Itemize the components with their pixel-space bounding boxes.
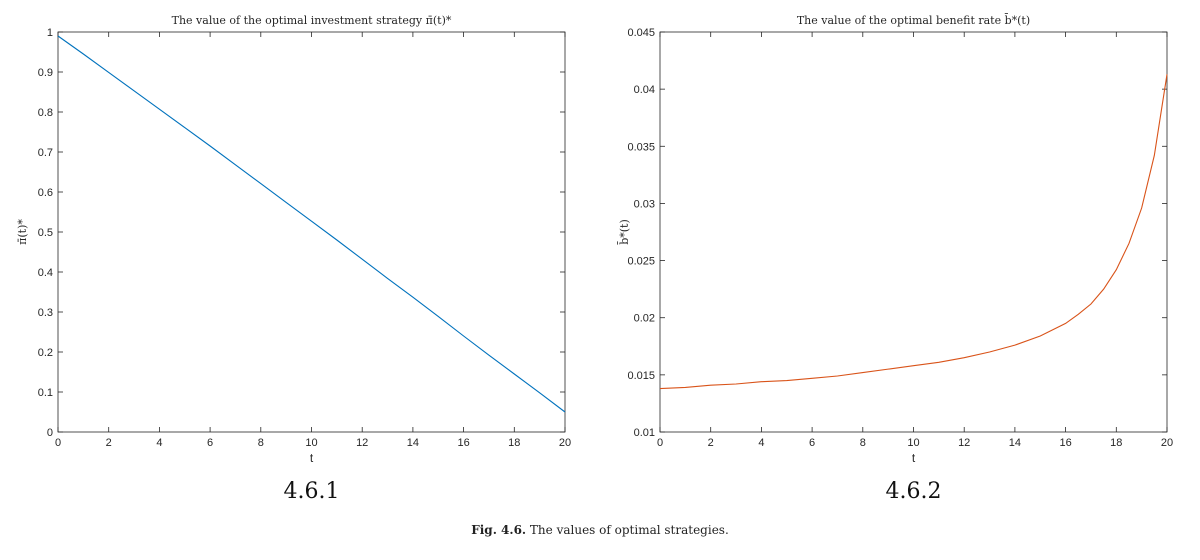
y-tick-label: 0.9 <box>38 67 53 79</box>
y-tick-label: 0.7 <box>38 147 53 159</box>
series-line <box>57 35 566 413</box>
y-tick-label: 0.04 <box>634 84 655 96</box>
x-tick-label: 8 <box>258 437 264 449</box>
y-tick-label: 0.045 <box>627 27 655 39</box>
plot-area-frame <box>57 31 566 433</box>
x-tick-label: 8 <box>860 437 866 449</box>
y-tick-label: 1 <box>47 27 53 39</box>
x-tick-label: 12 <box>958 437 970 449</box>
x-tick-label: 6 <box>207 437 213 449</box>
y-tick-label: 0.015 <box>627 370 655 382</box>
y-tick-label: 0.3 <box>38 307 53 319</box>
x-tick-label: 4 <box>156 437 162 449</box>
x-axis-label: t <box>912 451 916 465</box>
y-tick-label: 0.6 <box>38 187 53 199</box>
x-tick-label: 18 <box>1110 437 1122 449</box>
x-tick-label: 2 <box>106 437 112 449</box>
y-tick-label: 0.2 <box>38 347 53 359</box>
figure-caption: Fig. 4.6. The values of optimal strategi… <box>0 523 1200 537</box>
x-tick-label: 2 <box>708 437 714 449</box>
x-tick-label: 0 <box>55 437 61 449</box>
chart-investment-strategy: 0 2 4 6 8 10 12 14 16 18 20 0 0.1 0.2 0.3 0.4 0.5 0.6 0.7 0… <box>16 14 571 504</box>
subfigure-label: 4.6.1 <box>284 479 340 504</box>
x-tick-label: 4 <box>758 437 764 449</box>
figure-caption-text: The values of optimal strategies. <box>526 523 729 537</box>
y-tick-label: 0.025 <box>627 256 655 268</box>
chart-benefit-rate: 0 2 4 6 8 10 12 14 16 18 20 0.01 0.015 0.02 0.025 0.03 0… <box>618 14 1174 504</box>
figure-caption-label: Fig. 4.6. <box>471 523 527 537</box>
y-tick-label: 0.1 <box>38 387 53 399</box>
x-tick-label: 18 <box>508 437 520 449</box>
y-tick-label: 0.01 <box>634 427 655 439</box>
series-line <box>659 74 1168 390</box>
x-tick-label: 14 <box>1009 437 1021 449</box>
x-tick-label: 10 <box>305 437 317 449</box>
y-tick-label: 0.5 <box>38 227 53 239</box>
x-tick-label: 0 <box>657 437 663 449</box>
x-tick-label: 20 <box>559 437 571 449</box>
y-tick-label: 0.02 <box>634 313 655 325</box>
y-tick-label: 0.035 <box>627 141 655 153</box>
y-axis-label: π̄(t)* <box>16 219 29 245</box>
y-tick-label: 0.03 <box>634 198 655 210</box>
y-tick-label: 0 <box>47 427 53 439</box>
subfigure-label: 4.6.2 <box>886 479 942 504</box>
plot-area-frame <box>659 31 1168 433</box>
y-axis-label: b̄*(t) <box>618 219 631 245</box>
x-tick-label: 6 <box>809 437 815 449</box>
x-tick-label: 12 <box>356 437 368 449</box>
y-tick-label: 0.4 <box>38 267 53 279</box>
chart-title: The value of the optimal investment stra… <box>172 14 452 27</box>
x-tick-label: 20 <box>1161 437 1173 449</box>
x-tick-label: 16 <box>457 437 469 449</box>
x-tick-label: 10 <box>907 437 919 449</box>
y-tick-label: 0.8 <box>38 107 53 119</box>
x-axis-label: t <box>310 451 314 465</box>
x-tick-label: 16 <box>1059 437 1071 449</box>
x-tick-label: 14 <box>407 437 419 449</box>
chart-title: The value of the optimal benefit rate b̄… <box>797 14 1030 27</box>
